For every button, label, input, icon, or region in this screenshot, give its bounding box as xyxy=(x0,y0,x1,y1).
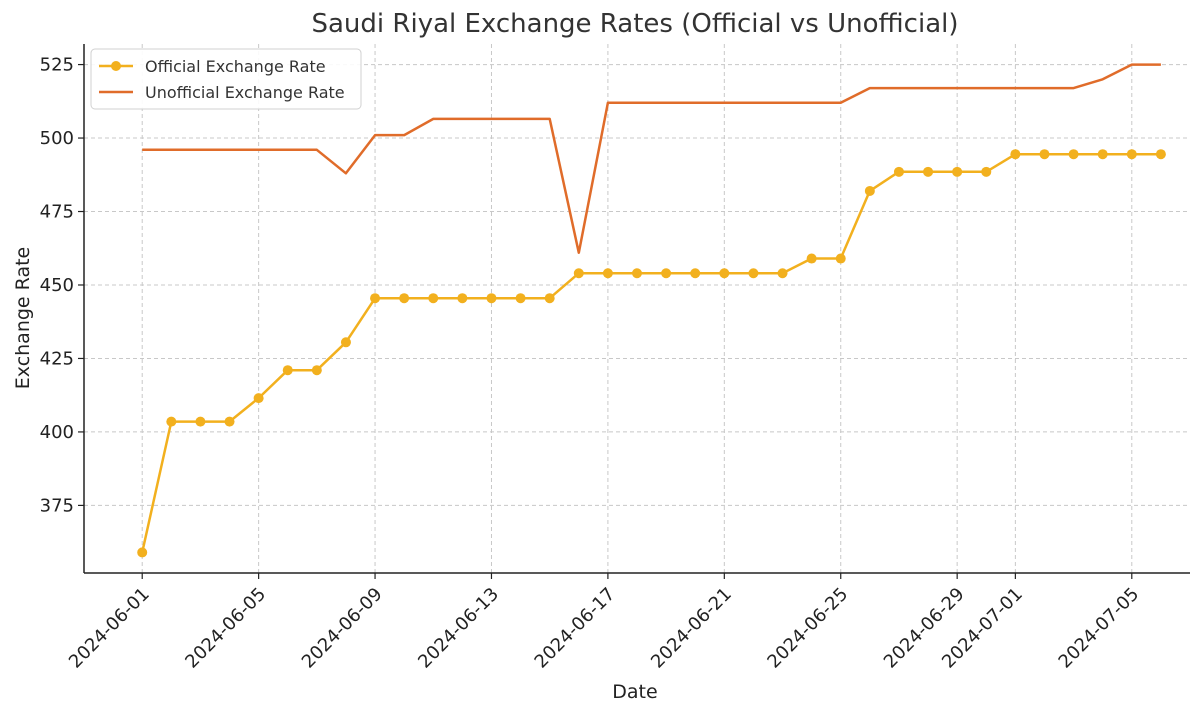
data-point xyxy=(981,166,992,177)
x-tick-label: 2024-06-05 xyxy=(181,584,270,673)
legend-entry: Official Exchange Rate xyxy=(145,57,326,76)
y-tick-label: 375 xyxy=(40,495,74,516)
x-tick-label: 2024-06-17 xyxy=(531,584,620,673)
legend: Official Exchange Rate Unofficial Exchang… xyxy=(90,48,362,110)
x-tick-label: 2024-06-01 xyxy=(65,584,154,673)
axes xyxy=(83,44,1190,574)
data-point xyxy=(311,365,322,376)
data-point xyxy=(923,166,934,177)
data-point xyxy=(1097,149,1108,160)
x-tick-label: 2024-06-25 xyxy=(763,584,852,673)
y-tick-label: 500 xyxy=(40,128,74,149)
data-point xyxy=(952,166,963,177)
chart-title: Saudi Riyal Exchange Rates (Official vs … xyxy=(312,9,959,39)
data-point xyxy=(719,268,730,279)
data-point xyxy=(1010,149,1021,160)
x-axis-label: Date xyxy=(612,681,657,703)
series-line-2 xyxy=(142,63,1161,254)
y-tick-label: 525 xyxy=(40,55,74,76)
data-point xyxy=(282,365,293,376)
y-tick-label: 425 xyxy=(40,348,74,369)
gridlines xyxy=(84,44,1190,573)
x-tick-label: 2024-06-09 xyxy=(298,584,387,673)
data-point xyxy=(544,293,555,304)
data-point xyxy=(1039,149,1050,160)
legend-box xyxy=(90,48,362,110)
data-point xyxy=(515,293,526,304)
y-axis-label: Exchange Rate xyxy=(12,247,34,389)
y-tick-label: 475 xyxy=(40,202,74,223)
legend-marker xyxy=(111,61,121,71)
data-point xyxy=(602,268,613,279)
data-point xyxy=(1068,149,1079,160)
data-point xyxy=(457,293,468,304)
data-point xyxy=(166,416,177,427)
x-tick-label: 2024-07-05 xyxy=(1055,584,1144,673)
data-point xyxy=(253,393,264,404)
y-tick-label: 400 xyxy=(40,422,74,443)
series-layer xyxy=(137,63,1166,558)
data-point xyxy=(777,268,788,279)
data-point xyxy=(661,268,672,279)
data-point xyxy=(370,293,381,304)
data-point xyxy=(340,337,351,348)
data-point xyxy=(748,268,759,279)
data-point xyxy=(893,166,904,177)
data-point xyxy=(486,293,497,304)
x-tick-label: 2024-06-21 xyxy=(647,584,736,673)
data-point xyxy=(573,268,584,279)
data-point xyxy=(835,253,846,264)
y-tick-label: 450 xyxy=(40,275,74,296)
data-point xyxy=(690,268,701,279)
data-point xyxy=(195,416,206,427)
data-point xyxy=(1126,149,1137,160)
data-point xyxy=(428,293,439,304)
data-point xyxy=(399,293,410,304)
data-point xyxy=(1155,149,1166,160)
legend-entry: Unofficial Exchange Rate xyxy=(145,83,345,102)
data-point xyxy=(864,185,875,196)
data-point xyxy=(806,253,817,264)
data-point xyxy=(632,268,642,279)
data-point xyxy=(137,547,148,558)
x-tick-label: 2024-06-13 xyxy=(414,584,503,673)
tick-labels: 375 400 425 450 475 500 525 2024-06-01 2024-06-0… xyxy=(40,55,1144,673)
data-point xyxy=(224,416,235,427)
series-line-1 xyxy=(140,152,1161,553)
